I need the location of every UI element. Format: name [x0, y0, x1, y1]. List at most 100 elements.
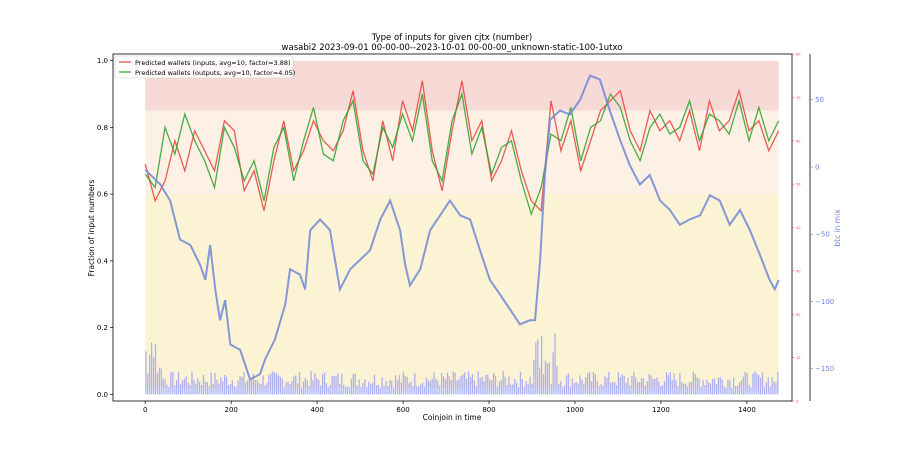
- blue-input-bar: [423, 387, 426, 395]
- blue-input-bar: [585, 377, 587, 395]
- blue-input-bar: [623, 375, 625, 395]
- chart-subtitle: wasabi2 2023-09-01 00-00-00--2023-10-01 …: [282, 43, 623, 53]
- blue-input-bar: [758, 375, 760, 395]
- blue-input-bar: [661, 385, 664, 395]
- red-axis-tick-label: 0: [796, 400, 798, 404]
- axes: 0 200 400 600 800 1000 1200 14000.00.20.40.60.8…: [97, 53, 834, 415]
- blue-input-bar: [245, 382, 247, 395]
- blue-input-bar: [377, 384, 379, 395]
- blue-input-bar: [366, 386, 368, 395]
- blue-input-bar: [329, 385, 331, 395]
- series-line-1: [144, 91, 780, 217]
- btc-axis-tick-label: 0: [815, 163, 819, 171]
- blue-input-bar: [418, 386, 420, 395]
- blue-input-bar: [304, 377, 306, 395]
- y-tick-label: 0.6: [97, 191, 109, 199]
- blue-input-bar: [237, 380, 239, 395]
- blue-input-bar: [160, 368, 162, 395]
- blue-input-bar: [512, 384, 514, 395]
- blue-input-bar: [565, 375, 568, 395]
- blue-input-bar: [521, 379, 524, 395]
- blue-input-bar: [491, 380, 493, 395]
- blue-input-bar: [517, 387, 520, 395]
- y-tick-label: 0.4: [97, 257, 109, 265]
- blue-input-bar: [273, 372, 276, 395]
- blue-input-bar: [435, 378, 437, 395]
- blue-input-bar: [636, 382, 639, 395]
- blue-input-bar: [660, 386, 662, 395]
- btc-axis-tick-label: −100: [815, 298, 834, 306]
- blue-input-bar: [258, 383, 260, 395]
- blue-input-bar: [300, 387, 303, 395]
- blue-input-bar: [446, 372, 449, 395]
- blue-input-bar: [206, 381, 209, 395]
- blue-input-bar: [293, 376, 295, 395]
- blue-input-bar: [154, 343, 157, 395]
- blue-input-bar: [525, 381, 527, 395]
- blue-input-bar: [556, 365, 558, 395]
- blue-input-bar: [181, 380, 184, 395]
- blue-input-bar: [343, 384, 345, 395]
- blue-input-bar: [625, 383, 627, 395]
- stacked-input-types-background: [145, 60, 779, 395]
- blue-input-bar: [216, 379, 218, 395]
- blue-input-bar: [371, 382, 374, 395]
- blue-input-bar: [604, 375, 606, 395]
- blue-input-bar: [191, 371, 193, 395]
- blue-input-bar: [262, 375, 264, 395]
- blue-input-bar: [223, 374, 226, 395]
- red-axis-tick-label: 20: [796, 313, 800, 317]
- blue-input-bar: [467, 371, 470, 395]
- blue-input-bar: [690, 381, 693, 395]
- blue-input-bar: [754, 371, 756, 395]
- y-tick-label: 1.0: [97, 57, 108, 65]
- blue-input-bar: [727, 379, 729, 395]
- blue-input-bar: [489, 379, 491, 395]
- blue-input-bar: [442, 376, 445, 395]
- chart-title: Type of inputs for given cjtx (number): [371, 33, 533, 43]
- blue-input-bar: [362, 382, 364, 395]
- blue-input-bar: [429, 381, 431, 395]
- blue-input-bar: [667, 375, 670, 395]
- blue-input-bar: [174, 385, 176, 395]
- blue-input-bar: [617, 372, 620, 395]
- blue-input-bar: [268, 374, 270, 395]
- blue-input-bar: [456, 380, 458, 395]
- blue-input-bar: [504, 376, 506, 395]
- blue-input-bar: [248, 379, 251, 395]
- blue-input-bar: [323, 372, 326, 395]
- x-tick-label: 1000: [566, 406, 584, 414]
- blue-input-bar: [548, 362, 550, 395]
- blue-input-bar: [554, 333, 556, 395]
- blue-input-bar: [514, 378, 516, 395]
- blue-input-bar: [600, 384, 602, 395]
- blue-input-bar: [658, 381, 660, 395]
- blue-input-bar: [335, 376, 337, 395]
- blue-input-bar: [466, 378, 468, 395]
- blue-input-bar: [729, 380, 731, 395]
- y-tick-label: 0.2: [97, 324, 108, 332]
- blue-input-bar: [454, 372, 456, 395]
- blue-input-bar: [208, 386, 210, 395]
- blue-input-bar: [704, 385, 706, 395]
- blue-input-bar: [606, 377, 608, 395]
- blue-input-bar: [437, 380, 439, 395]
- blue-input-bar: [671, 380, 673, 395]
- blue-input-bar: [444, 379, 447, 395]
- blue-input-bar: [508, 376, 510, 395]
- blue-input-bar: [272, 371, 274, 395]
- blue-input-bar: [767, 377, 769, 395]
- series-group: [144, 74, 780, 381]
- blue-input-bar: [404, 375, 406, 395]
- legend: Predicted wallets (inputs, avg=10, facto…: [114, 55, 295, 79]
- blue-input-bar: [713, 378, 716, 395]
- blue-input-bar: [473, 380, 476, 395]
- btc-axis-label: btc in mix: [833, 209, 842, 247]
- blue-input-bar: [348, 387, 351, 395]
- blue-input-bar: [537, 339, 539, 395]
- blue-input-bar: [312, 380, 314, 395]
- blue-input-bar: [314, 373, 316, 395]
- blue-input-bar: [462, 374, 464, 395]
- blue-input-bar: [254, 380, 257, 395]
- blue-input-bar: [775, 382, 777, 395]
